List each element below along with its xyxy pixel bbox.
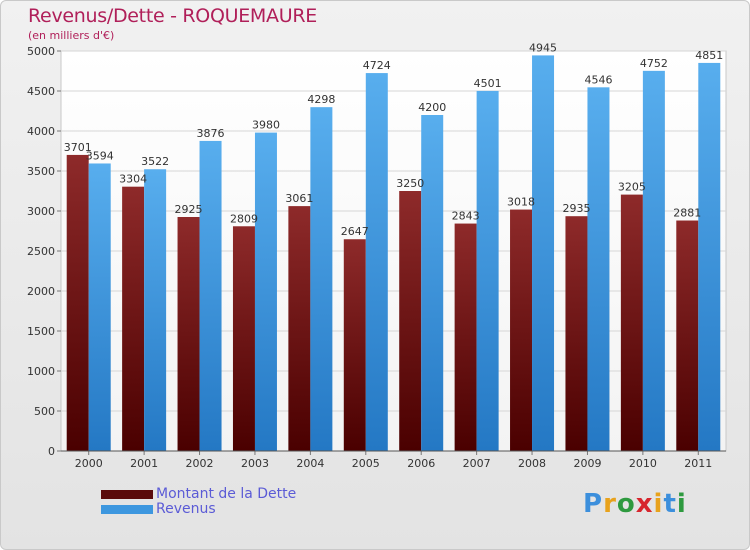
data-label-revenus: 4298 [307, 93, 335, 106]
data-label-revenus: 4546 [584, 73, 612, 86]
bar-dette [510, 209, 533, 451]
logo-letter: i [676, 489, 687, 519]
y-tick-label: 500 [34, 405, 55, 418]
logo-letter: x [635, 489, 654, 519]
data-label-revenus: 4945 [529, 41, 557, 54]
bar-dette [177, 217, 200, 451]
data-label-dette: 3205 [618, 181, 646, 194]
y-tick-label: 3500 [27, 165, 55, 178]
data-label-revenus: 4724 [363, 59, 391, 72]
chart-title: Revenus/Dette - ROQUEMAURE [28, 5, 317, 27]
x-tick-label: 2007 [463, 457, 491, 470]
bar-dette [232, 226, 255, 451]
data-label-revenus: 3522 [141, 155, 169, 168]
x-tick-label: 2008 [518, 457, 546, 470]
bar-revenus [365, 73, 388, 451]
bar-dette [565, 216, 588, 451]
bar-revenus [144, 169, 167, 452]
x-tick-label: 2001 [130, 457, 158, 470]
data-label-dette: 3018 [507, 196, 535, 209]
data-label-dette: 3250 [396, 177, 424, 190]
bar-revenus [421, 115, 444, 451]
x-tick-label: 2010 [629, 457, 657, 470]
data-label-revenus: 4752 [640, 57, 668, 70]
x-tick-label: 2003 [241, 457, 269, 470]
data-label-dette: 2843 [452, 210, 480, 223]
data-label-revenus: 4851 [695, 49, 723, 62]
y-tick-label: 2000 [27, 285, 55, 298]
data-label-revenus: 3876 [197, 127, 225, 140]
legend-swatch-dette [101, 490, 153, 499]
bar-dette [66, 154, 89, 452]
bar-dette [676, 220, 699, 451]
chart-subtitle: (en milliers d'€) [28, 29, 115, 42]
legend-label-dette: Montant de la Dette [156, 486, 297, 502]
data-label-dette: 3304 [119, 173, 147, 186]
data-label-dette: 2881 [673, 207, 701, 220]
y-tick-label: 0 [48, 445, 55, 458]
data-label-dette: 2809 [230, 212, 258, 225]
y-tick-label: 1500 [27, 325, 55, 338]
data-label-dette: 2925 [175, 203, 203, 216]
bar-revenus [310, 107, 333, 451]
bar-revenus [254, 132, 277, 451]
bar-revenus [532, 55, 555, 452]
bar-revenus [587, 87, 610, 451]
bar-revenus [698, 62, 721, 452]
bar-revenus [476, 90, 499, 452]
legend-label-revenus: Revenus [156, 501, 216, 517]
y-tick-label: 5000 [27, 45, 55, 58]
y-tick-label: 3000 [27, 205, 55, 218]
logo-letter: t [663, 489, 677, 519]
data-label-dette: 2935 [562, 202, 590, 215]
data-label-dette: 3701 [64, 141, 92, 154]
y-tick-label: 1000 [27, 365, 55, 378]
data-label-dette: 3061 [285, 192, 313, 205]
y-tick-label: 4500 [27, 85, 55, 98]
x-tick-label: 2011 [684, 457, 712, 470]
bar-dette [343, 239, 366, 451]
logo-letter: i [653, 489, 664, 519]
bar-dette [620, 194, 643, 451]
x-tick-label: 2000 [75, 457, 103, 470]
bar-dette [399, 191, 422, 451]
bar-dette [288, 206, 311, 451]
logo-letter: P [583, 489, 604, 519]
logo-letter: o [616, 489, 636, 519]
y-tick-label: 2500 [27, 245, 55, 258]
bar-dette [454, 223, 477, 451]
data-label-revenus: 4200 [418, 101, 446, 114]
x-tick-label: 2004 [296, 457, 324, 470]
bar-revenus [199, 140, 222, 452]
legend-swatch-revenus [101, 505, 153, 514]
bar-revenus [88, 163, 111, 452]
data-label-revenus: 3980 [252, 119, 280, 132]
bar-dette [122, 186, 145, 451]
bar-revenus [642, 70, 665, 451]
data-label-revenus: 3594 [86, 149, 114, 162]
x-tick-label: 2002 [186, 457, 214, 470]
x-tick-label: 2009 [573, 457, 601, 470]
data-label-dette: 2647 [341, 225, 369, 238]
x-tick-label: 2005 [352, 457, 380, 470]
logo-letter: r [603, 489, 617, 519]
proxiti-logo: Proxiti [583, 489, 687, 519]
y-tick-label: 4000 [27, 125, 55, 138]
data-label-revenus: 4501 [474, 77, 502, 90]
x-tick-label: 2006 [407, 457, 435, 470]
